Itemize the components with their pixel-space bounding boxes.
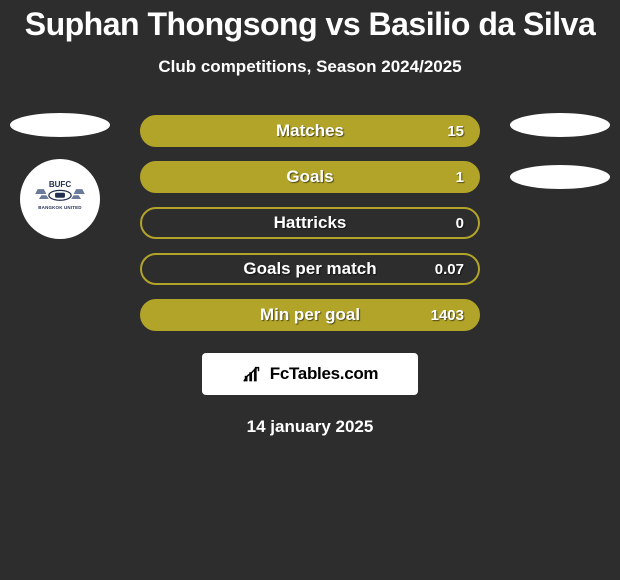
stat-value: 15 [447, 123, 464, 140]
bangkok-united-logo-icon: BUFC BANGKOK UNITED [29, 168, 91, 230]
left-club-badge: BUFC BANGKOK UNITED [20, 159, 100, 239]
stat-value: 1 [456, 169, 464, 186]
brand-text: FcTables.com [270, 364, 379, 384]
right-player-placeholder-icon [510, 113, 610, 137]
subtitle: Club competitions, Season 2024/2025 [0, 57, 620, 77]
stat-row: Matches 15 [140, 115, 480, 147]
generated-date: 14 january 2025 [0, 417, 620, 437]
stat-value: 0 [456, 215, 464, 232]
stat-label: Goals per match [243, 259, 376, 279]
svg-text:BUFC: BUFC [49, 180, 72, 189]
left-player-placeholder-icon [10, 113, 110, 137]
stat-label: Hattricks [274, 213, 347, 233]
stat-row: Goals per match 0.07 [140, 253, 480, 285]
right-club-placeholder-icon [510, 165, 610, 189]
comparison-content: BUFC BANGKOK UNITED Matches 15 Goals 1 Hattr… [0, 115, 620, 437]
stat-value: 0.07 [435, 261, 464, 278]
stat-label: Matches [276, 121, 344, 141]
brand-badge: FcTables.com [202, 353, 418, 395]
bar-chart-icon [242, 363, 264, 385]
stat-label: Min per goal [260, 305, 360, 325]
stat-row: Goals 1 [140, 161, 480, 193]
stat-row: Min per goal 1403 [140, 299, 480, 331]
stat-bars: Matches 15 Goals 1 Hattricks 0 Goals per match… [140, 115, 480, 331]
stat-row: Hattricks 0 [140, 207, 480, 239]
stat-label: Goals [286, 167, 333, 187]
page-title: Suphan Thongsong vs Basilio da Silva [0, 0, 620, 43]
stat-value: 1403 [431, 307, 464, 324]
svg-text:BANGKOK UNITED: BANGKOK UNITED [38, 205, 82, 210]
